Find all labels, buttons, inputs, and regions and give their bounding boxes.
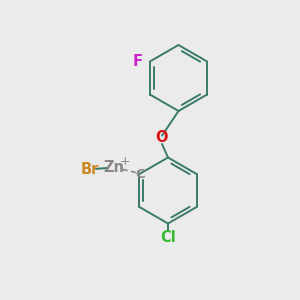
Text: O: O — [156, 130, 168, 146]
Text: Zn: Zn — [103, 160, 124, 175]
Text: +: + — [120, 155, 130, 168]
Text: Br: Br — [81, 162, 99, 177]
Text: C: C — [135, 168, 145, 181]
Text: Cl: Cl — [160, 230, 176, 245]
Text: F: F — [132, 54, 142, 69]
